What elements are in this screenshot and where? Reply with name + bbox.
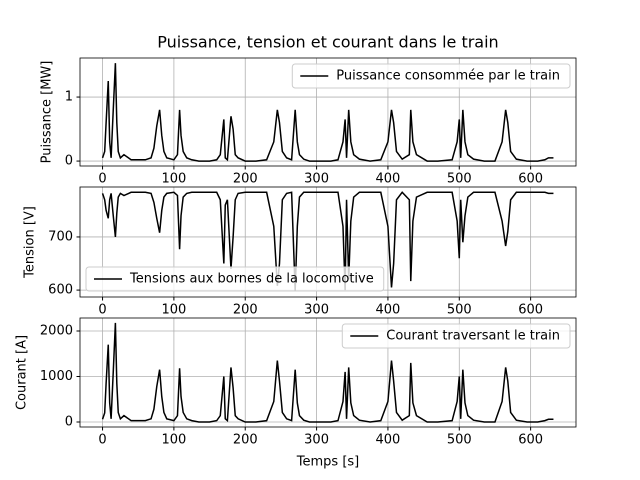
y-axis-label: Courant [A] — [15, 335, 30, 410]
x-tick-label: 500 — [447, 303, 472, 318]
x-tick-label: 400 — [376, 433, 401, 448]
x-tick-label: 100 — [161, 433, 186, 448]
x-tick-label: 500 — [447, 433, 472, 448]
axes-frame — [79, 317, 577, 428]
x-tick-label: 300 — [304, 172, 329, 187]
x-tick-label: 600 — [518, 303, 543, 318]
legend-label: Courant traversant le train — [386, 329, 560, 344]
legend-frame — [341, 323, 571, 349]
x-tick-label: 0 — [98, 303, 106, 318]
x-tick-label: 300 — [304, 433, 329, 448]
y-tick-label: 0 — [65, 414, 73, 429]
legend-label: Puissance consommée par le train — [336, 69, 560, 84]
x-tick-label: 300 — [304, 303, 329, 318]
chart-title: Puissance, tension et courant dans le tr… — [157, 33, 498, 52]
y-tick-label: 0 — [65, 154, 73, 169]
x-tick-label: 0 — [98, 433, 106, 448]
y-tick-label: 2000 — [40, 324, 73, 339]
y-tick-label: 600 — [48, 283, 73, 298]
y-tick-label: 1 — [65, 90, 73, 105]
axes-frame — [79, 186, 577, 298]
legend-frame — [291, 63, 571, 89]
y-axis-label: Puissance [MW] — [40, 61, 55, 164]
x-tick-label: 600 — [518, 433, 543, 448]
x-tick-label: 500 — [447, 172, 472, 187]
y-tick-label: 1000 — [40, 369, 73, 384]
x-tick-label: 400 — [376, 172, 401, 187]
series-line — [101, 322, 554, 423]
series-line — [101, 63, 554, 162]
x-axis-label: Temps [s] — [296, 455, 359, 470]
x-tick-label: 100 — [161, 172, 186, 187]
legend-frame — [85, 266, 385, 292]
x-tick-label: 400 — [376, 303, 401, 318]
series-line — [101, 191, 554, 292]
legend-label: Tensions aux bornes de la locomotive — [129, 272, 374, 287]
x-tick-label: 600 — [518, 172, 543, 187]
x-tick-label: 0 — [98, 172, 106, 187]
x-tick-label: 100 — [161, 303, 186, 318]
y-tick-label: 700 — [48, 229, 73, 244]
y-axis-label: Tension [V] — [23, 206, 38, 279]
x-tick-label: 200 — [233, 172, 258, 187]
x-tick-label: 200 — [233, 303, 258, 318]
axes-frame — [79, 57, 577, 167]
x-tick-label: 200 — [233, 433, 258, 448]
